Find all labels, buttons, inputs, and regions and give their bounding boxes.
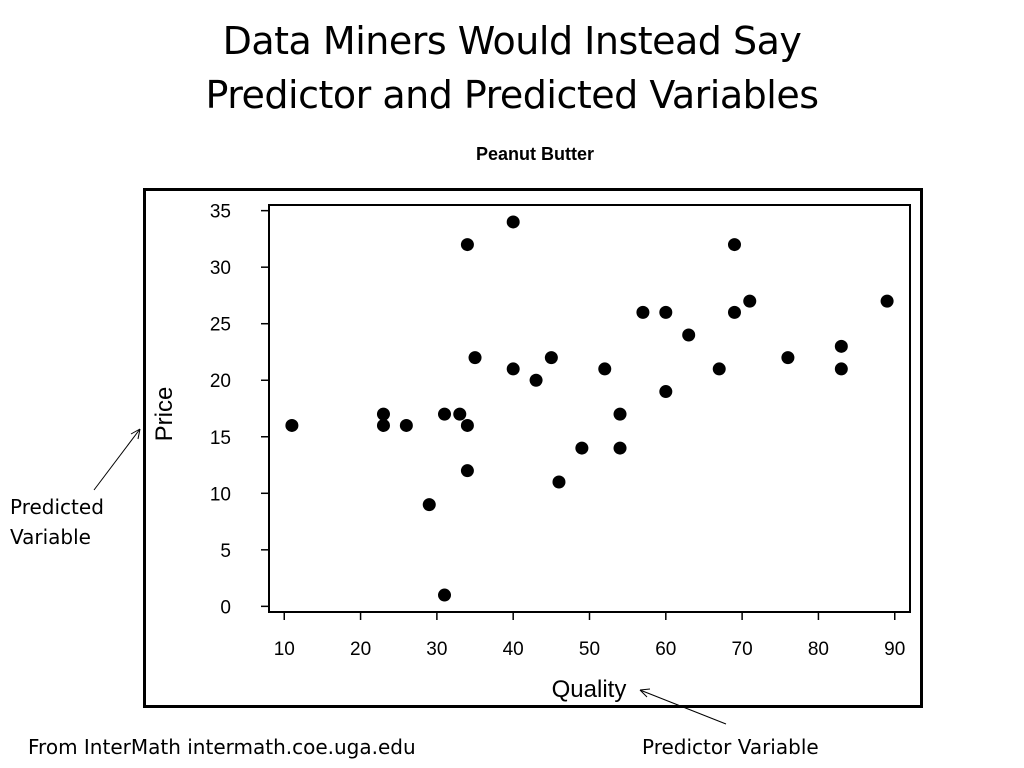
- x-tick-label: 30: [426, 639, 447, 660]
- y-tick-label: 35: [210, 202, 231, 223]
- x-axis-label: Quality: [552, 676, 627, 703]
- data-point: [613, 441, 627, 455]
- slide-title-line-1: Data Miners Would Instead Say: [222, 19, 802, 63]
- data-point: [376, 418, 390, 432]
- predictor-variable-annotation: Predictor Variable: [642, 735, 819, 759]
- chart-frame: [143, 188, 923, 708]
- data-point: [880, 294, 894, 308]
- data-point: [399, 418, 413, 432]
- data-point: [659, 305, 673, 319]
- predictor-arrow-head: [639, 688, 651, 698]
- data-point: [506, 215, 520, 229]
- data-point: [285, 418, 299, 432]
- x-tick-label: 80: [808, 639, 829, 660]
- y-tick-label: 0: [220, 597, 231, 618]
- x-tick-label: 40: [503, 639, 524, 660]
- data-point: [834, 339, 848, 353]
- data-point: [529, 373, 543, 387]
- data-point: [544, 351, 558, 365]
- data-point: [781, 351, 795, 365]
- data-point: [460, 464, 474, 478]
- data-point: [659, 385, 673, 399]
- data-point: [552, 475, 566, 489]
- predicted-arrow-line: [93, 428, 141, 491]
- x-tick-label: 60: [655, 639, 676, 660]
- plot-area: [268, 204, 911, 613]
- y-tick-label: 30: [210, 258, 231, 279]
- data-point: [575, 441, 589, 455]
- data-point: [743, 294, 757, 308]
- data-point: [460, 238, 474, 252]
- data-point: [468, 351, 482, 365]
- y-tick-label: 15: [210, 428, 231, 449]
- data-point: [376, 407, 390, 421]
- data-point: [453, 407, 467, 421]
- predicted-variable-annotation: Predicted Variable: [10, 492, 104, 552]
- data-point: [422, 498, 436, 512]
- predicted-annotation-line-1: Predicted: [10, 495, 104, 519]
- data-point: [506, 362, 520, 376]
- x-tick-label: 90: [884, 639, 905, 660]
- x-tick-label: 70: [732, 639, 753, 660]
- data-point: [438, 407, 452, 421]
- x-tick-label: 10: [274, 639, 295, 660]
- chart-title: Peanut Butter: [475, 144, 594, 164]
- x-axis: 10 20 30 40 50 60 70 80 90: [274, 612, 905, 660]
- predictor-arrow-line: [639, 689, 727, 725]
- data-point: [438, 588, 452, 602]
- data-point: [598, 362, 612, 376]
- y-tick-label: 10: [210, 484, 231, 505]
- x-tick-label: 50: [579, 639, 600, 660]
- source-credit: From InterMath intermath.coe.uga.edu: [28, 735, 416, 759]
- y-tick-label: 20: [210, 371, 231, 392]
- y-tick-label: 25: [210, 315, 231, 336]
- predicted-arrow-head: [130, 428, 141, 440]
- data-point: [613, 407, 627, 421]
- predicted-annotation-line-2: Variable: [10, 525, 91, 549]
- data-point: [727, 305, 741, 319]
- data-point: [460, 418, 474, 432]
- y-axis: 0 5 10 15 20 25 30 35: [210, 202, 269, 618]
- y-tick-label: 5: [220, 541, 231, 562]
- slide-title-line-2: Predictor and Predicted Variables: [205, 73, 819, 117]
- data-point: [834, 362, 848, 376]
- data-point: [727, 238, 741, 252]
- x-tick-label: 20: [350, 639, 371, 660]
- data-point: [712, 362, 726, 376]
- data-point: [636, 305, 650, 319]
- data-points: [285, 215, 894, 602]
- data-point: [682, 328, 696, 342]
- y-axis-label: Price: [151, 387, 178, 442]
- slide-title: Data Miners Would Instead Say Predictor …: [0, 14, 1024, 122]
